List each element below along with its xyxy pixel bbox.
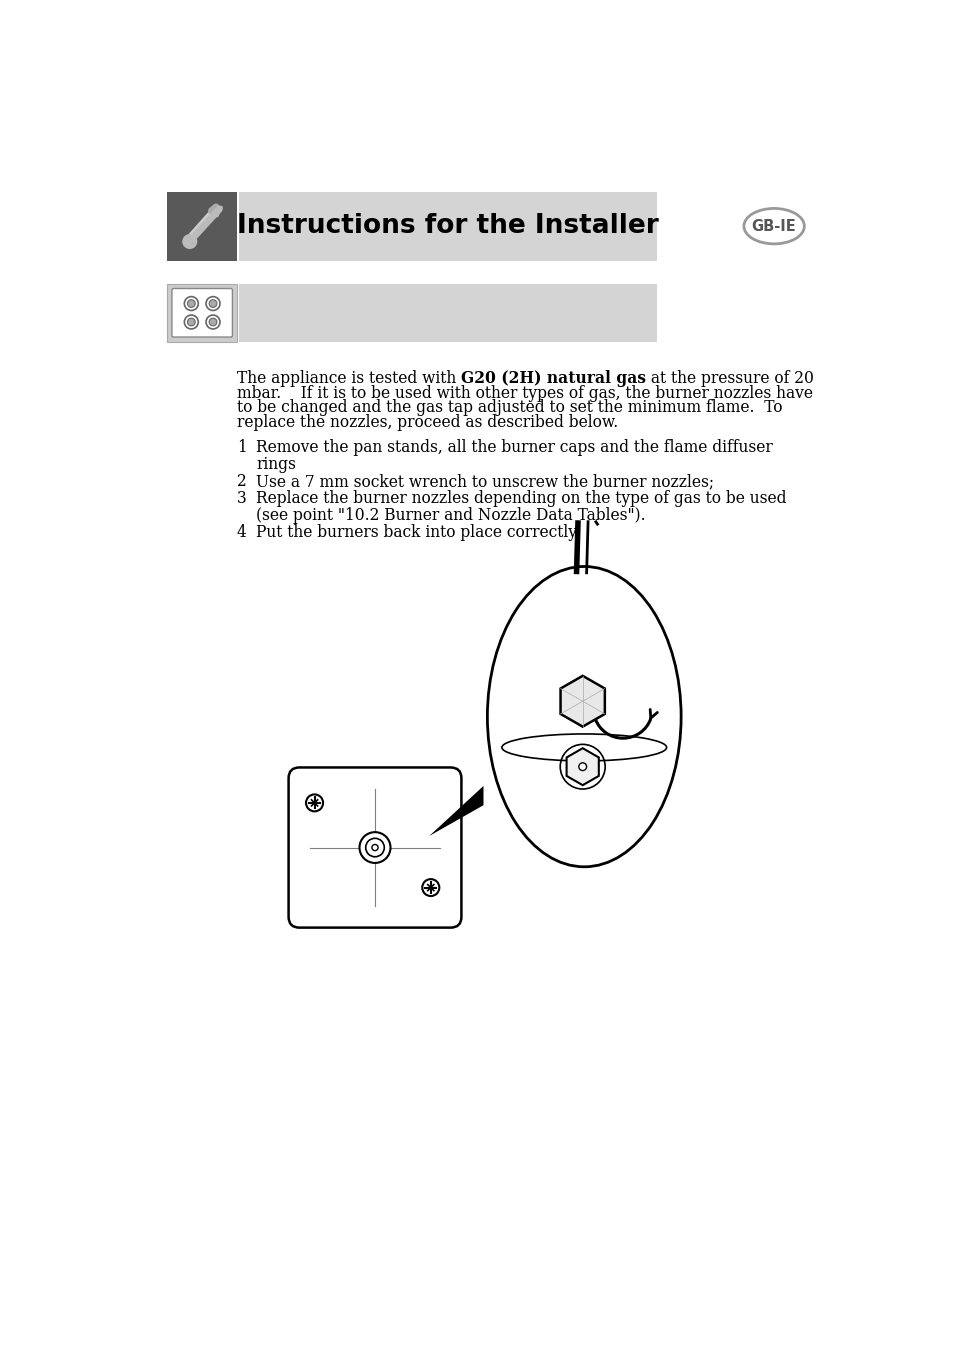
FancyBboxPatch shape — [172, 288, 233, 337]
Circle shape — [359, 831, 390, 863]
Text: Remove the pan stands, all the burner caps and the flame diffuser: Remove the pan stands, all the burner ca… — [256, 439, 772, 457]
Circle shape — [372, 845, 377, 850]
FancyBboxPatch shape — [167, 284, 236, 342]
Polygon shape — [566, 748, 598, 786]
Ellipse shape — [743, 208, 803, 243]
Text: at the pressure of 20: at the pressure of 20 — [645, 370, 813, 387]
Text: Replace the burner nozzles depending on the type of gas to be used: Replace the burner nozzles depending on … — [256, 491, 786, 507]
Circle shape — [206, 296, 220, 311]
FancyBboxPatch shape — [167, 192, 236, 261]
Text: 1: 1 — [236, 439, 247, 457]
Circle shape — [578, 763, 586, 771]
Circle shape — [184, 296, 198, 311]
Circle shape — [306, 795, 323, 811]
Text: 4: 4 — [236, 525, 247, 541]
Circle shape — [209, 318, 216, 326]
Circle shape — [187, 318, 195, 326]
Circle shape — [206, 315, 220, 329]
Text: mbar.    If it is to be used with other types of gas, the burner nozzles have: mbar. If it is to be used with other typ… — [236, 385, 812, 402]
Circle shape — [209, 300, 216, 307]
Polygon shape — [429, 786, 483, 836]
Text: Put the burners back into place correctly.: Put the burners back into place correctl… — [256, 525, 579, 541]
Text: GB-IE: GB-IE — [751, 219, 796, 234]
Circle shape — [365, 838, 384, 857]
Text: to be changed and the gas tap adjusted to set the minimum flame.  To: to be changed and the gas tap adjusted t… — [236, 399, 781, 416]
FancyBboxPatch shape — [238, 284, 657, 342]
Polygon shape — [560, 676, 604, 726]
FancyBboxPatch shape — [238, 192, 657, 261]
FancyBboxPatch shape — [289, 768, 461, 927]
Text: replace the nozzles, proceed as described below.: replace the nozzles, proceed as describe… — [236, 414, 618, 431]
Text: The appliance is tested with: The appliance is tested with — [236, 370, 460, 387]
Text: 3: 3 — [236, 491, 247, 507]
Text: Instructions for the Installer: Instructions for the Installer — [236, 214, 658, 239]
Ellipse shape — [487, 566, 680, 867]
Circle shape — [422, 879, 439, 896]
Text: (see point "10.2 Burner and Nozzle Data Tables").: (see point "10.2 Burner and Nozzle Data … — [256, 507, 645, 525]
Circle shape — [187, 300, 195, 307]
Text: rings: rings — [256, 457, 296, 473]
Text: 2: 2 — [236, 473, 247, 491]
Text: G20 (2H) natural gas: G20 (2H) natural gas — [460, 370, 645, 387]
Circle shape — [184, 315, 198, 329]
Text: Use a 7 mm socket wrench to unscrew the burner nozzles;: Use a 7 mm socket wrench to unscrew the … — [256, 473, 714, 491]
